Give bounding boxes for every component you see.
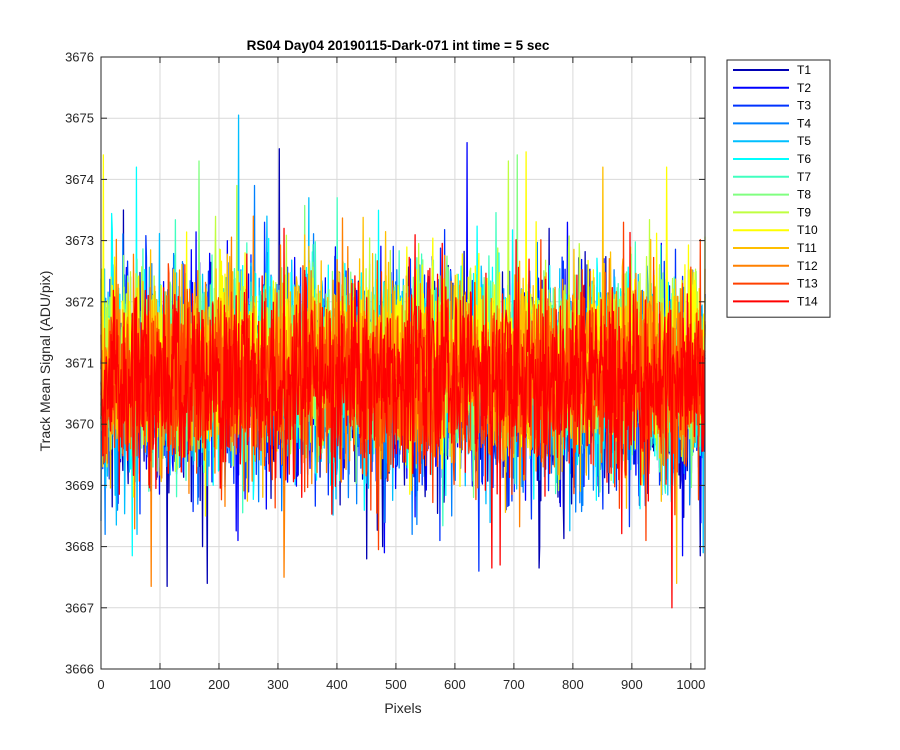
- x-tick-label: 1000: [676, 677, 705, 692]
- legend-label-t10: T10: [797, 223, 818, 237]
- legend-label-t1: T1: [797, 63, 811, 77]
- legend-label-t3: T3: [797, 99, 811, 113]
- legend: T1 T2 T3 T4 T5 T6 T7 T8 T9 T10 T11 T12 T13 T14: [726, 59, 831, 318]
- y-tick-label: 3669: [65, 478, 94, 493]
- x-tick-label: 400: [326, 677, 348, 692]
- chart-title: RS04 Day04 20190115-Dark-071 int time = …: [247, 38, 550, 53]
- legend-label-t4: T4: [797, 116, 811, 130]
- y-tick-label: 3671: [65, 356, 94, 371]
- y-axis-label: Track Mean Signal (ADU/pix): [37, 271, 53, 452]
- x-tick-label: 800: [562, 677, 584, 692]
- y-tick-label: 3672: [65, 294, 94, 309]
- x-tick-label: 600: [444, 677, 466, 692]
- y-tick-label: 3666: [65, 662, 94, 677]
- legend-label-t2: T2: [797, 81, 811, 95]
- series-line-t14: [100, 227, 706, 609]
- y-tick-label: 3676: [65, 50, 94, 65]
- legend-label-t13: T13: [797, 277, 818, 291]
- y-tick-label: 3670: [65, 417, 94, 432]
- x-tick-label: 200: [208, 677, 230, 692]
- legend-label-t5: T5: [797, 134, 811, 148]
- legend-label-t6: T6: [797, 152, 811, 166]
- y-tick-label: 3674: [65, 172, 94, 187]
- x-tick-label: 100: [149, 677, 171, 692]
- y-tick-label: 3668: [65, 539, 94, 554]
- x-tick-label: 900: [621, 677, 643, 692]
- legend-label-t11: T11: [797, 241, 817, 255]
- x-tick-label: 300: [267, 677, 289, 692]
- axis-ticks: 0 100 200 300 400 500 600 700 800 900 1000 3666 3667…: [65, 50, 705, 693]
- legend-label-t14: T14: [797, 294, 818, 308]
- legend-label-t8: T8: [797, 188, 811, 202]
- x-tick-label: 500: [385, 677, 407, 692]
- y-tick-label: 3667: [65, 600, 94, 615]
- x-axis-label: Pixels: [384, 700, 421, 716]
- legend-label-t9: T9: [797, 205, 811, 219]
- legend-label-t12: T12: [797, 259, 818, 273]
- y-tick-label: 3673: [65, 233, 94, 248]
- legend-box: [726, 59, 831, 318]
- x-tick-label: 0: [97, 677, 104, 692]
- x-tick-label: 700: [503, 677, 525, 692]
- series-lines: [100, 114, 706, 609]
- legend-label-t7: T7: [797, 170, 811, 184]
- y-tick-label: 3675: [65, 111, 94, 126]
